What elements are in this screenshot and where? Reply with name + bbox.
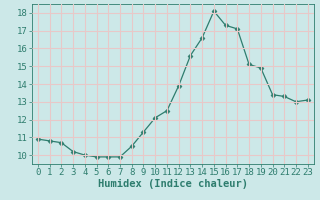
X-axis label: Humidex (Indice chaleur): Humidex (Indice chaleur) [98,179,248,189]
